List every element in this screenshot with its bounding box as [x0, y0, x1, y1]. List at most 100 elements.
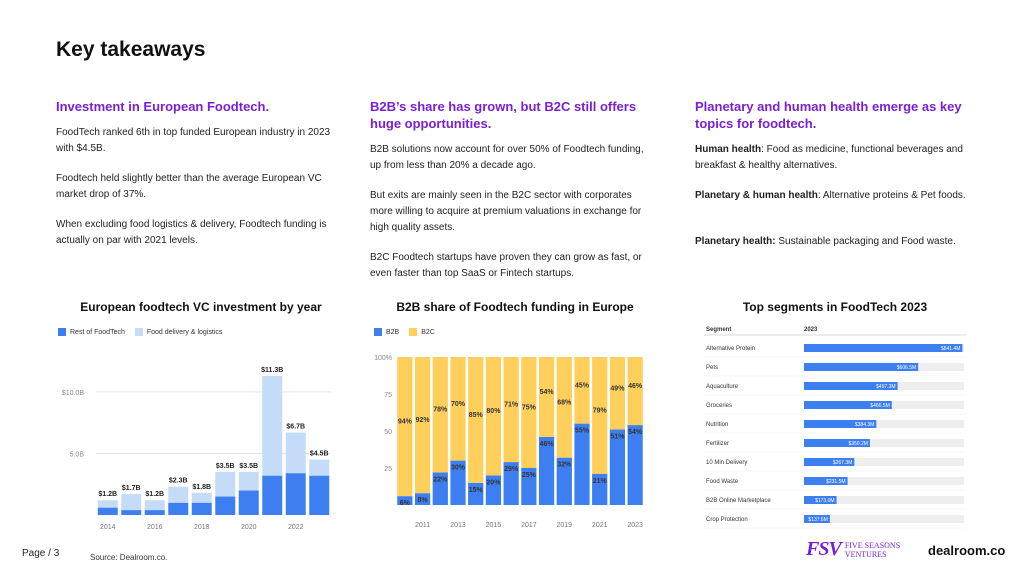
chart3-value-label: $231.5M — [826, 479, 845, 485]
chart1-bar-rest — [309, 475, 330, 515]
chart3-bar — [804, 496, 837, 504]
legend-rest-label: Rest of FoodTech — [70, 328, 125, 336]
chart1-y-tick: 5.0B — [70, 451, 85, 458]
chart2-bar-b2c — [414, 357, 431, 494]
chart1-x-tick: 2016 — [147, 524, 163, 531]
fsv-logo-line2: VENTURES — [844, 549, 887, 559]
col3-heading: Planetary and human health emerge as key… — [695, 99, 962, 131]
chart1-x-tick: 2014 — [100, 524, 116, 531]
chart1-vc-investment: 5.0B $10.0B $1.2B $1.7B $1.2B $2.3B $1.8B $3.5B… — [62, 367, 331, 531]
chart2-x-tick: 2023 — [627, 522, 643, 529]
chart2-bar-b2c — [538, 357, 555, 437]
chart2-b2b-label: 51% — [610, 434, 625, 441]
legend-delivery-label: Food delivery & logistics — [146, 328, 223, 336]
legend-swatch-rest — [58, 328, 66, 336]
chart2-x-tick: 2011 — [415, 522, 430, 529]
chart2-bar-b2b — [609, 429, 626, 505]
chart3-segment-label: Fertilizer — [706, 441, 729, 447]
chart3-segment-label: Nutrition — [706, 422, 728, 428]
chart2-b2b-label: 55% — [575, 428, 590, 435]
chart1-total-label: $1.2B — [145, 491, 164, 498]
chart1-total-label: $3.5B — [216, 463, 235, 470]
column-health: Planetary and human health emerge as key… — [695, 98, 975, 264]
chart1-total-label: $1.7B — [122, 485, 141, 492]
chart2-b2b-label: 25% — [522, 472, 537, 479]
chart3-segment-label: Pets — [706, 365, 718, 371]
chart1-total-label: $1.8B — [192, 484, 211, 491]
chart3-bar — [804, 439, 870, 447]
chart1-legend: Rest of FoodTech Food delivery & logisti… — [58, 328, 222, 336]
chart2-b2c-label: 92% — [416, 417, 431, 424]
chart3-bar-track — [804, 515, 964, 523]
chart2-b2b-label: 20% — [486, 479, 501, 486]
chart1-bar-delivery — [309, 459, 330, 476]
chart2-bar-b2c — [627, 357, 643, 426]
chart1-bar-rest — [262, 475, 283, 515]
chart2-b2b-label: 46% — [540, 441, 555, 448]
chart1-bar-delivery — [144, 500, 165, 511]
chart3-value-label: $384.3M — [855, 422, 874, 428]
chart3-bar — [804, 458, 855, 466]
chart3-segment-label: B2B Online Marketplace — [706, 498, 771, 504]
chart1-total-label: $6.7B — [286, 424, 305, 431]
chart2-x-tick: 2019 — [556, 522, 572, 529]
chart2-bar-b2b — [432, 472, 448, 505]
chart3-segment-label: Alternative Protein — [706, 346, 755, 352]
chart1-bar-delivery — [285, 432, 306, 474]
chart1-bar-delivery — [215, 471, 236, 497]
chart1-title: European foodtech VC investment by year — [80, 300, 322, 314]
chart1-total-label: $4.5B — [310, 451, 329, 458]
chart2-b2b-label: 15% — [469, 487, 484, 494]
chart3-segment-label: Aquaculture — [706, 384, 739, 390]
chart2-b2c-label: 78% — [433, 407, 448, 414]
col3-label-3: Planetary health: — [695, 236, 776, 247]
chart2-b2c-label: 80% — [486, 408, 501, 415]
col3-label-1: Human health — [695, 144, 762, 155]
legend-swatch-b2b — [374, 328, 382, 336]
chart2-b2b-label: 29% — [504, 466, 519, 473]
chart2-bar-b2c — [432, 357, 448, 473]
chart1-bar-delivery — [262, 375, 283, 476]
chart2-b2c-label: 85% — [469, 412, 484, 419]
chart3-segment-label: 10 Min Delivery — [706, 460, 747, 466]
chart1-bar-rest — [285, 473, 306, 515]
chart3-segment-label: Food Waste — [706, 479, 739, 485]
fsv-logo-line1: FIVE SEASONS — [844, 540, 901, 550]
chart3-value-label: $606.5M — [897, 365, 916, 371]
fsv-logo: FSV FIVE SEASONS VENTURES — [806, 538, 900, 561]
column-b2b: B2B’s share has grown, but B2C still off… — [370, 98, 650, 296]
col1-heading: Investment in European Foodtech. — [56, 99, 270, 114]
chart2-b2c-label: 79% — [593, 407, 608, 414]
chart3-top-segments: Segment 2023 Alternative Protein $841.4M Pet… — [704, 327, 966, 529]
dealroom-logo: dealroom.co — [928, 543, 1006, 558]
chart3-bar — [804, 382, 898, 390]
chart2-bar-b2c — [468, 357, 484, 483]
chart2-b2c-label: 68% — [557, 399, 572, 406]
col3-text-1: : Food as medicine, functional beverages… — [695, 144, 963, 171]
chart2-b2c-label: 94% — [398, 419, 413, 426]
col3-paragraph-2: Planetary & human health: Alternative pr… — [695, 188, 975, 204]
chart2-x-tick: 2017 — [521, 522, 537, 529]
chart1-x-tick: 2020 — [241, 524, 257, 531]
chart3-bar — [804, 344, 963, 352]
chart2-b2b-label: 30% — [451, 465, 466, 472]
chart1-bar-rest — [215, 496, 236, 515]
column-investment: Investment in European Foodtech. FoodTec… — [56, 98, 336, 263]
chart3-bar — [804, 363, 919, 371]
chart2-bar-b2c — [485, 357, 502, 476]
chart2-bar-b2c — [592, 357, 608, 474]
legend-b2c-label: B2C — [421, 328, 435, 336]
chart1-bar-delivery — [238, 471, 259, 491]
chart3-bar — [804, 420, 877, 428]
chart1-total-label: $1.2B — [98, 491, 117, 498]
chart2-b2b-label: 22% — [433, 476, 448, 483]
chart2-b2b-share: 25 50 75 100% 6% 94% 8% 92% 22% 78% 30% 70% 15% 85% 20… — [374, 355, 643, 529]
col3-text-2: : Alternative proteins & Pet foods. — [817, 190, 966, 201]
chart2-bar-b2b — [485, 475, 502, 505]
chart1-bar-rest — [144, 510, 165, 515]
chart3-bar — [804, 401, 892, 409]
chart2-b2c-label: 45% — [575, 382, 590, 389]
chart2-bar-b2c — [556, 357, 572, 458]
chart3-bar-track — [804, 439, 964, 447]
chart3-value-label: $173.0M — [815, 498, 834, 504]
